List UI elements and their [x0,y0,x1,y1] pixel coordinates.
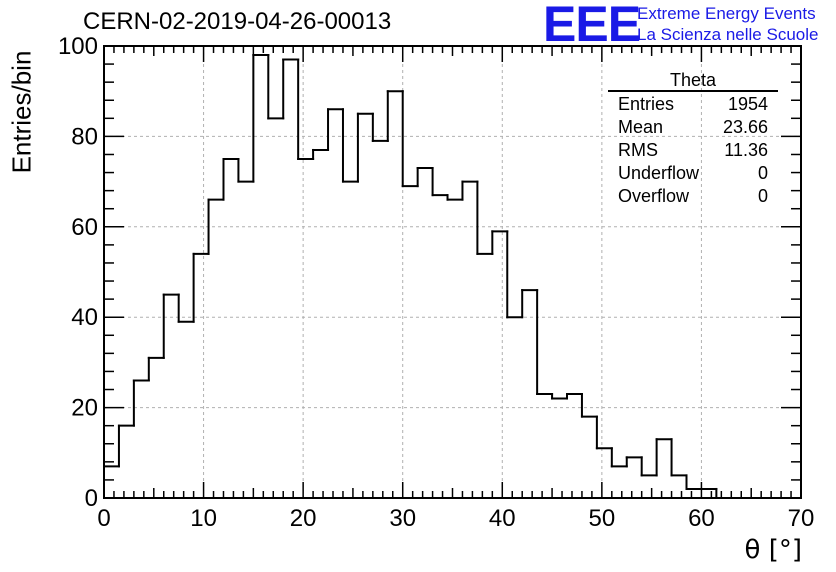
stats-row-mean: Mean 23.66 [608,116,778,139]
stats-row-overflow: Overflow 0 [608,185,778,208]
stats-label: Mean [618,117,664,137]
stats-row-underflow: Underflow 0 [608,162,778,185]
x-tick-label: 30 [389,505,416,532]
stats-row-entries: Entries 1954 [608,93,778,116]
y-tick-label: 80 [71,123,98,150]
eee-logo: EEE [543,0,641,52]
x-axis-label: θ [°] [744,535,802,565]
stats-box: Theta Entries 1954 Mean 23.66 RMS 11.36 … [608,70,778,208]
stats-value: 1954 [727,94,768,114]
axis-ticks [103,45,802,499]
logo-text-line-1: Extreme Energy Events [637,4,816,23]
y-tick-label: 0 [85,485,98,512]
stats-value: 23.66 [722,117,768,137]
x-tick-label: 20 [290,505,317,532]
stats-row-rms: RMS 11.36 [608,139,778,162]
x-tick-label: 10 [190,505,217,532]
x-tick-label: 50 [589,505,616,532]
y-tick-label: 100 [58,33,98,60]
stats-label: Entries [618,94,675,114]
y-axis-label: Entries/bin [6,50,37,174]
tick-labels: 0 10 20 30 40 50 60 70 0 20 40 60 80 100 [58,33,814,532]
grid-lines [104,46,801,498]
chart-title: CERN-02-2019-04-26-00013 [83,8,392,35]
stats-value: 11.36 [724,140,768,160]
x-tick-label: 60 [688,505,715,532]
x-tick-label: 40 [489,505,516,532]
stats-value: 0 [757,163,768,183]
y-tick-label: 40 [71,304,98,331]
x-tick-label: 70 [788,505,815,532]
logo-text-line-2: La Scienza nelle Scuole [637,25,819,44]
stats-title: Theta [608,70,778,92]
histogram-bars [103,54,802,499]
stats-value: 0 [757,186,768,206]
y-tick-label: 20 [71,395,98,422]
stats-label: RMS [618,140,658,160]
y-tick-label: 60 [71,214,98,241]
stats-label: Overflow [618,186,690,206]
stats-label: Underflow [618,163,700,183]
x-tick-label: 0 [97,505,110,532]
